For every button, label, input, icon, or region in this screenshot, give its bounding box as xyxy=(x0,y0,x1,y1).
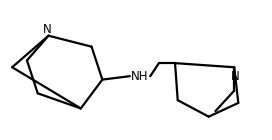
Text: N: N xyxy=(231,70,240,83)
Text: NH: NH xyxy=(131,70,149,83)
Text: N: N xyxy=(43,23,51,36)
